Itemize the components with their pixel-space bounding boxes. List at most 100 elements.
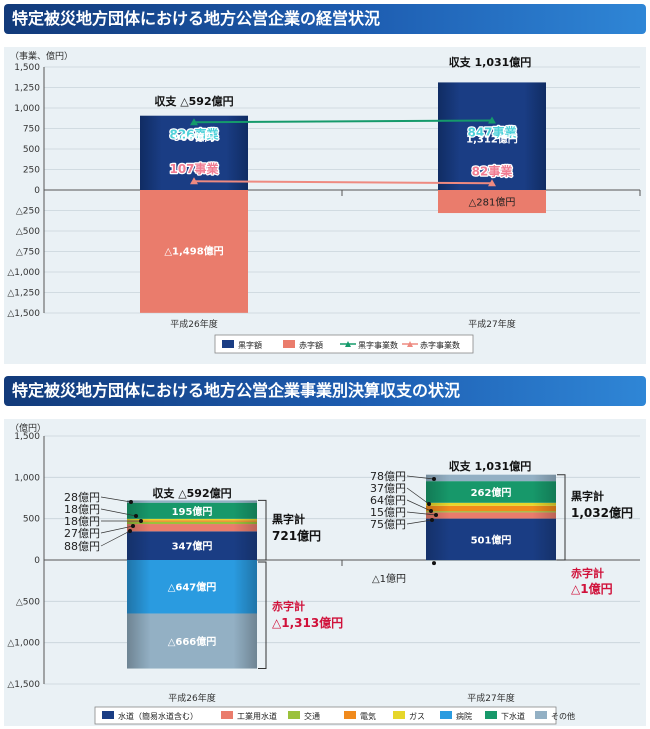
line-deficit-count-marker bbox=[190, 177, 198, 185]
chart1-x-label: 平成26年度 bbox=[170, 318, 217, 330]
bar-deficit-amount bbox=[438, 190, 546, 214]
chart1-legend-swatch bbox=[222, 340, 234, 348]
chart1-legend-marker bbox=[345, 341, 351, 347]
chart2-y-tick: 1,500 bbox=[14, 432, 40, 442]
callout-label: 37億円 bbox=[370, 482, 406, 495]
callout-leader bbox=[100, 525, 134, 534]
chart2-legend-swatch bbox=[535, 711, 547, 719]
chart2-y-tick: 500 bbox=[23, 515, 40, 525]
label-segment-hospital: △647億円 bbox=[168, 581, 217, 594]
label-segment-sewer: 262億円 bbox=[471, 486, 512, 499]
callout-label: 15億円 bbox=[370, 506, 406, 519]
callout-dot bbox=[432, 477, 436, 481]
chart1-svg: （事業、億円）1,500 1,250 1,000 750 500 250 0 △250 △500… bbox=[7, 50, 641, 354]
annotation-deficit-total: 赤字計 bbox=[272, 599, 305, 613]
callout-dot bbox=[427, 502, 431, 506]
callout-dot bbox=[134, 514, 138, 518]
annotation-deficit-total-value: △1,313億円 bbox=[272, 615, 343, 630]
annotation-balance: 収支 1,031億円 bbox=[449, 55, 532, 69]
callout-dot bbox=[131, 524, 135, 528]
bar-segment-shade bbox=[426, 474, 556, 482]
callout-leader bbox=[100, 530, 131, 547]
chart2-legend-swatch bbox=[440, 711, 452, 719]
label-segment-water: 501億円 bbox=[471, 533, 512, 546]
chart1-y-tick: △250 bbox=[16, 207, 40, 217]
bracket-deficit-total bbox=[258, 561, 267, 670]
chart1-legend-label: 赤字事業数 bbox=[420, 340, 460, 350]
bar-segment-shade bbox=[127, 521, 257, 525]
bar-segment-shade bbox=[127, 502, 257, 519]
chart2-y-tick: 0 bbox=[34, 556, 40, 566]
chart1-y-tick: △1,250 bbox=[7, 289, 40, 299]
annotation-surplus-total-value: 721億円 bbox=[272, 528, 321, 543]
bar-segment-shade bbox=[127, 520, 257, 522]
callout-leader bbox=[100, 508, 137, 517]
chart2-legend-label: 工業用水道 bbox=[237, 711, 277, 721]
chart1-y-tick: 1,250 bbox=[14, 84, 40, 94]
label-deficit-count: 107事業 bbox=[169, 161, 219, 176]
bar-segment-shade bbox=[426, 505, 556, 512]
bar-segment-shade bbox=[426, 512, 556, 519]
label-surplus-count: 847事業 bbox=[467, 125, 517, 140]
bar-segment-shade bbox=[426, 518, 556, 560]
chart2-title: 特定被災地方団体における地方公営企業事業別決算収支の状況 bbox=[4, 376, 646, 406]
bar-segment-shade bbox=[127, 560, 257, 614]
chart1-y-tick: △750 bbox=[16, 248, 40, 258]
callout-leader bbox=[406, 519, 433, 525]
line-surplus-count-marker bbox=[190, 118, 198, 126]
bar-segment-shade bbox=[127, 500, 257, 503]
chart1-y-tick: △1,500 bbox=[7, 309, 40, 319]
chart1-y-tick: 1,500 bbox=[14, 63, 40, 73]
chart2-legend-swatch bbox=[344, 711, 356, 719]
callout-leader bbox=[100, 496, 132, 503]
callout-leader bbox=[406, 475, 435, 480]
bar-segment-shade bbox=[127, 531, 257, 560]
chart2-y-tick: △1,500 bbox=[7, 680, 40, 690]
callout-leader bbox=[406, 487, 430, 505]
chart1-y-tick: 1,000 bbox=[14, 104, 40, 114]
callout-dot bbox=[430, 518, 434, 522]
callout-label: 18億円 bbox=[64, 515, 100, 528]
label-deficit-amount: △281億円 bbox=[469, 195, 516, 208]
chart1-x-label: 平成27年度 bbox=[468, 318, 515, 330]
callout-dot bbox=[129, 500, 133, 504]
callout-dot bbox=[432, 561, 436, 566]
chart1-legend-label: 赤字額 bbox=[299, 340, 323, 350]
chart1-y-tick: 0 bbox=[34, 186, 40, 196]
callout-dot bbox=[434, 513, 438, 517]
annotation-surplus-total: 黒字計 bbox=[571, 489, 604, 503]
chart1-legend-marker bbox=[407, 341, 413, 347]
chart2-legend-label: 下水道 bbox=[501, 711, 525, 721]
callout-label: 27億円 bbox=[64, 527, 100, 540]
callout-label: 78億円 bbox=[370, 470, 406, 483]
bar-segment-shade bbox=[127, 613, 257, 669]
callout-label: 64億円 bbox=[370, 494, 406, 507]
annotation-balance: 収支 △592億円 bbox=[152, 486, 231, 500]
line-deficit-count-marker bbox=[488, 179, 496, 187]
chart1-panel: （事業、億円） 1,500 1,250 1,000 750 500 250 0 △250 △500… bbox=[4, 47, 646, 364]
chart1-y-tick: △1,000 bbox=[7, 268, 40, 278]
chart2-unit-label: （億円） bbox=[10, 422, 46, 434]
chart1-y-tick: 500 bbox=[23, 145, 40, 155]
bar-segment-shade bbox=[127, 518, 257, 521]
annotation-surplus-total: 黒字計 bbox=[272, 512, 305, 526]
chart2-x-label: 平成26年度 bbox=[168, 692, 215, 704]
chart1-legend-label: 黒字事業数 bbox=[358, 340, 398, 350]
chart2-legend-label: ガス bbox=[409, 711, 425, 721]
chart2-legend-label: その他 bbox=[551, 711, 575, 721]
chart2-y-tick: 1,000 bbox=[14, 473, 40, 483]
chart2-x-label: 平成27年度 bbox=[467, 692, 514, 704]
callout-label: 88億円 bbox=[64, 540, 100, 553]
chart2-legend-swatch bbox=[485, 711, 497, 719]
annotation-deficit-total: 赤字計 bbox=[571, 566, 604, 580]
annotation-deficit-total-value: △1億円 bbox=[571, 581, 613, 596]
bar-surplus-amount bbox=[438, 82, 546, 190]
chart1-y-tick: 250 bbox=[23, 166, 40, 176]
chart2-legend-swatch bbox=[393, 711, 405, 719]
line-surplus-count bbox=[193, 119, 493, 124]
label-surplus-amount: 1,312億円 bbox=[466, 132, 518, 145]
callout-leader bbox=[406, 511, 437, 516]
label-segment-other-negative: △666億円 bbox=[168, 635, 217, 648]
chart2-panel: （億円） 1,500 1,000 500 0 △500 △1,000 △1,500 平成26年度… bbox=[4, 419, 646, 726]
callout-label: 75億円 bbox=[370, 518, 406, 531]
